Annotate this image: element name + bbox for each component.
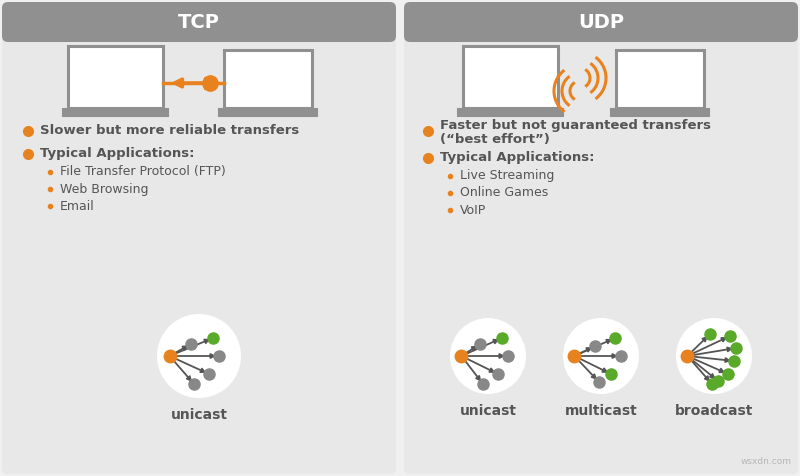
Text: File Transfer Protocol (FTP): File Transfer Protocol (FTP) bbox=[60, 166, 226, 178]
Text: Web Browsing: Web Browsing bbox=[60, 182, 149, 196]
FancyBboxPatch shape bbox=[404, 2, 798, 474]
Text: Live Streaming: Live Streaming bbox=[460, 169, 554, 182]
FancyBboxPatch shape bbox=[2, 2, 396, 42]
Text: VoIP: VoIP bbox=[460, 204, 486, 217]
Text: TCP: TCP bbox=[178, 12, 220, 31]
Text: Typical Applications:: Typical Applications: bbox=[40, 148, 194, 160]
Text: multicast: multicast bbox=[565, 404, 638, 418]
FancyBboxPatch shape bbox=[462, 46, 558, 108]
Text: unicast: unicast bbox=[459, 404, 517, 418]
Text: wsxdn.com: wsxdn.com bbox=[741, 457, 792, 466]
Circle shape bbox=[450, 318, 526, 394]
Text: Online Games: Online Games bbox=[460, 187, 548, 199]
FancyBboxPatch shape bbox=[2, 2, 396, 474]
Text: (“best effort”): (“best effort”) bbox=[440, 132, 550, 146]
FancyBboxPatch shape bbox=[616, 50, 704, 108]
Circle shape bbox=[157, 314, 241, 398]
Text: UDP: UDP bbox=[578, 12, 624, 31]
Circle shape bbox=[676, 318, 752, 394]
FancyBboxPatch shape bbox=[458, 109, 562, 116]
Circle shape bbox=[563, 318, 639, 394]
FancyBboxPatch shape bbox=[67, 46, 162, 108]
Text: Slower but more reliable transfers: Slower but more reliable transfers bbox=[40, 125, 299, 138]
Text: Email: Email bbox=[60, 199, 94, 212]
FancyBboxPatch shape bbox=[404, 2, 798, 42]
FancyBboxPatch shape bbox=[62, 109, 167, 116]
Text: Typical Applications:: Typical Applications: bbox=[440, 151, 594, 165]
Text: Faster but not guaranteed transfers: Faster but not guaranteed transfers bbox=[440, 119, 711, 131]
FancyBboxPatch shape bbox=[611, 109, 709, 116]
Text: unicast: unicast bbox=[170, 408, 227, 422]
FancyBboxPatch shape bbox=[219, 109, 317, 116]
FancyBboxPatch shape bbox=[224, 50, 312, 108]
Text: broadcast: broadcast bbox=[675, 404, 753, 418]
